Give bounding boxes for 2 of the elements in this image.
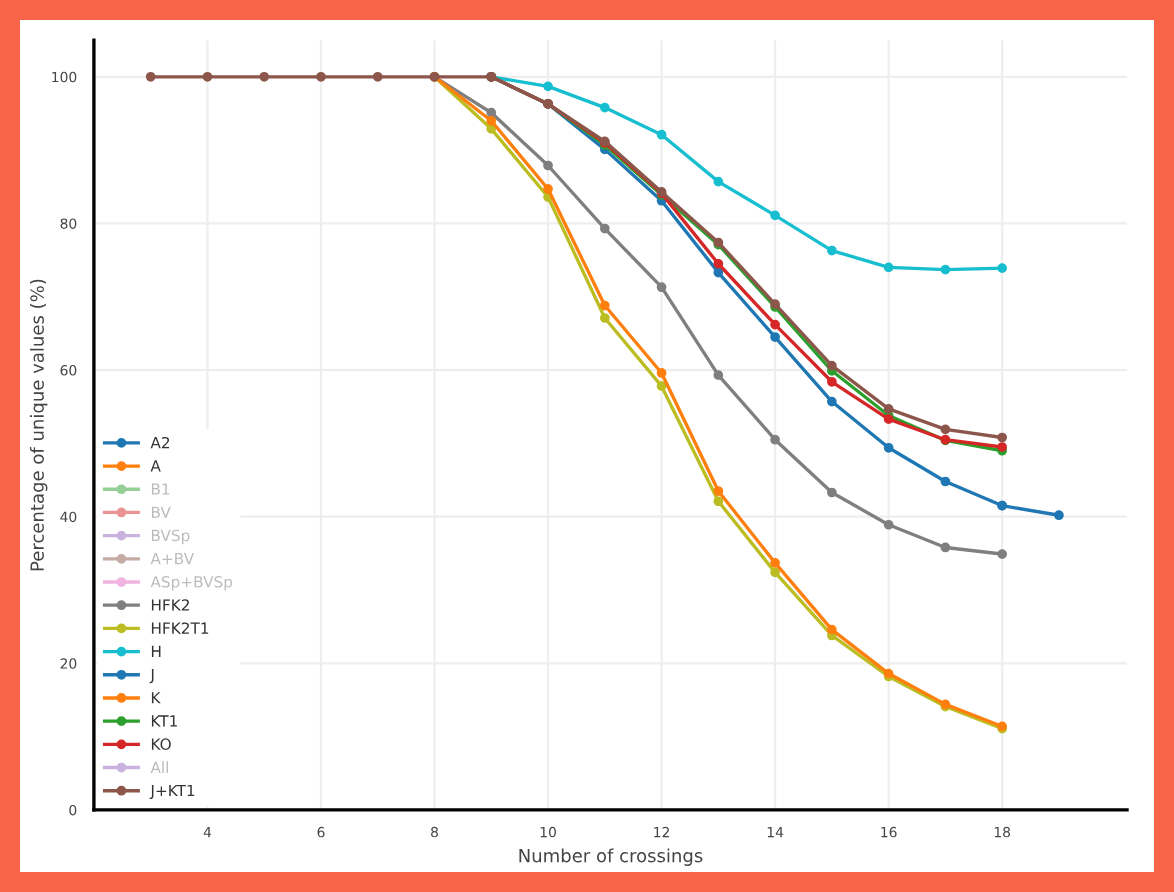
x-axis-title: Number of crossings [519, 848, 703, 866]
y-axis-title: Percentage of unique values (%) [29, 279, 48, 571]
